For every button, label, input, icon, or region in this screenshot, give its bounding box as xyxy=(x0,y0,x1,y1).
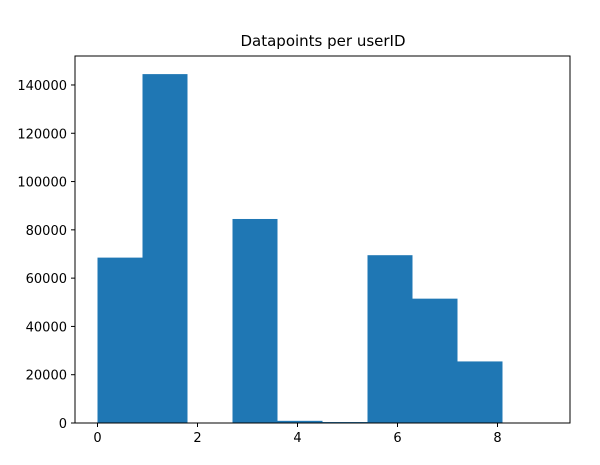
histogram-bar xyxy=(232,218,278,423)
bars-group xyxy=(97,74,503,423)
y-tick-label: 40000 xyxy=(26,320,67,335)
x-tick-label: 4 xyxy=(293,431,301,446)
y-tick-label: 120000 xyxy=(17,127,67,142)
histogram-bar xyxy=(367,255,413,423)
x-tick-label: 8 xyxy=(493,431,501,446)
x-tick-label: 2 xyxy=(193,431,201,446)
y-tick-label: 100000 xyxy=(17,176,67,191)
histogram-bar xyxy=(457,361,503,423)
chart-title: Datapoints per userID xyxy=(240,32,405,50)
axes-frame xyxy=(74,55,571,424)
y-axis: 0 20000 40000 60000 80000 100000 120000 140000 xyxy=(17,79,75,432)
histogram-bar xyxy=(97,257,143,423)
histogram-bar xyxy=(412,298,458,423)
histogram-bar xyxy=(142,74,188,423)
x-tick-label: 6 xyxy=(393,431,401,446)
y-tick-label: 20000 xyxy=(26,369,67,384)
histogram-bar xyxy=(277,420,323,423)
x-tick-label: 0 xyxy=(93,431,101,446)
y-tick-label: 60000 xyxy=(26,272,67,287)
x-axis: 0 2 4 6 8 xyxy=(93,423,502,446)
y-tick-label: 140000 xyxy=(17,79,67,94)
y-tick-label: 0 xyxy=(59,417,67,432)
y-tick-label: 80000 xyxy=(26,224,67,239)
